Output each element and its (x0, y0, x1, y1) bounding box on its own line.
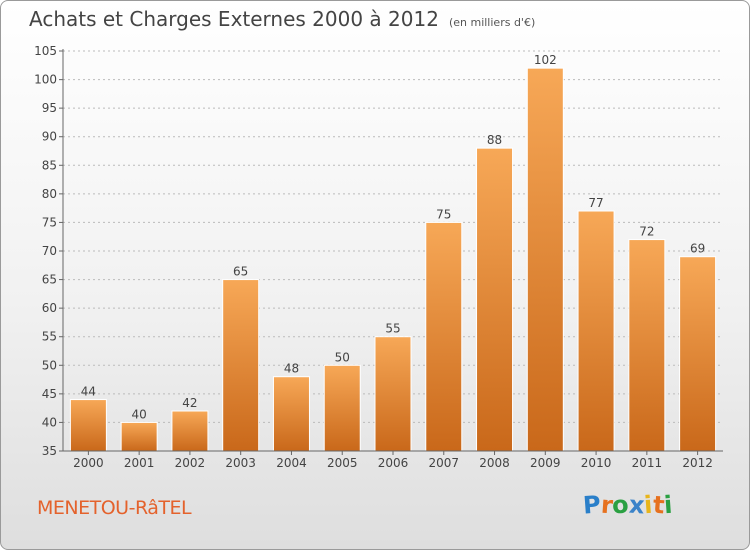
value-label-2006: 55 (385, 322, 400, 336)
x-tick-label-2012: 2012 (682, 456, 713, 470)
bar-2010 (577, 210, 615, 452)
bar-2004 (272, 376, 310, 452)
y-tick-label: 105 (34, 44, 57, 58)
y-tick-label: 65 (42, 273, 57, 287)
y-tick-label: 90 (42, 130, 57, 144)
logo-letter: o (611, 490, 630, 520)
data-labels: 44 40 42 65 48 50 55 75 88 102 77 72 69 (81, 53, 706, 421)
bars (69, 67, 717, 452)
y-tick-label: 70 (42, 244, 57, 258)
y-tick-label: 40 (42, 415, 57, 429)
x-tick-label-2005: 2005 (327, 456, 358, 470)
y-tick-label: 95 (42, 101, 57, 115)
axes: 35 40 45 50 55 60 65 70 75 80 85 90 95 100 105 2000 2001… (34, 44, 723, 470)
value-label-2002: 42 (182, 396, 197, 410)
chart-subtitle: (en milliers d'€) (448, 16, 536, 29)
x-tick-label-2003: 2003 (225, 456, 256, 470)
bar-2001 (120, 421, 158, 452)
chart-title: Achats et Charges Externes 2000 à 2012 (e… (29, 7, 535, 31)
y-tick-label: 50 (42, 358, 57, 372)
x-tick-label-2001: 2001 (124, 456, 155, 470)
y-tick-label: 60 (42, 301, 57, 315)
x-tick-label-2002: 2002 (175, 456, 206, 470)
logo-letter: i (663, 490, 674, 520)
y-tick-label: 100 (34, 73, 57, 87)
x-tick-label-2010: 2010 (581, 456, 612, 470)
value-label-2000: 44 (81, 385, 96, 399)
x-tick-label-2011: 2011 (632, 456, 663, 470)
bar-2009 (526, 67, 564, 452)
value-label-2011: 72 (639, 225, 654, 239)
x-tick-label-2009: 2009 (530, 456, 561, 470)
value-label-2012: 69 (690, 242, 705, 256)
commune-name: MENETOU-RâTEL (37, 497, 192, 519)
bar-2012 (679, 256, 717, 452)
bar-2002 (171, 410, 209, 452)
value-label-2008: 88 (487, 133, 502, 147)
x-tick-label-2006: 2006 (378, 456, 409, 470)
x-tick-label-2008: 2008 (479, 456, 510, 470)
y-tick-label: 85 (42, 158, 57, 172)
value-label-2010: 77 (588, 196, 603, 210)
bar-2000 (69, 399, 107, 452)
value-label-2009: 102 (534, 53, 557, 67)
value-label-2003: 65 (233, 265, 248, 279)
y-tick-label: 55 (42, 330, 57, 344)
bar-2006 (374, 336, 412, 452)
proxiti-logo: Proxiti (582, 490, 674, 520)
bar-2008 (476, 147, 514, 452)
logo-letter: P (582, 490, 602, 520)
x-tick-label-2000: 2000 (73, 456, 104, 470)
bar-2007 (425, 221, 463, 452)
value-label-2007: 75 (436, 207, 451, 221)
value-label-2005: 50 (335, 350, 350, 364)
y-tick-label: 75 (42, 215, 57, 229)
y-tick-label: 35 (42, 444, 57, 458)
value-label-2004: 48 (284, 362, 299, 376)
y-tick-label: 45 (42, 387, 57, 401)
bar-2003 (222, 279, 260, 452)
x-tick-label-2004: 2004 (276, 456, 307, 470)
bar-2011 (628, 239, 666, 452)
title-text: Achats et Charges Externes 2000 à 2012 (29, 7, 439, 31)
x-tick-label-2007: 2007 (428, 456, 459, 470)
value-label-2001: 40 (132, 407, 147, 421)
y-tick-label: 80 (42, 187, 57, 201)
bar-2005 (323, 364, 361, 452)
